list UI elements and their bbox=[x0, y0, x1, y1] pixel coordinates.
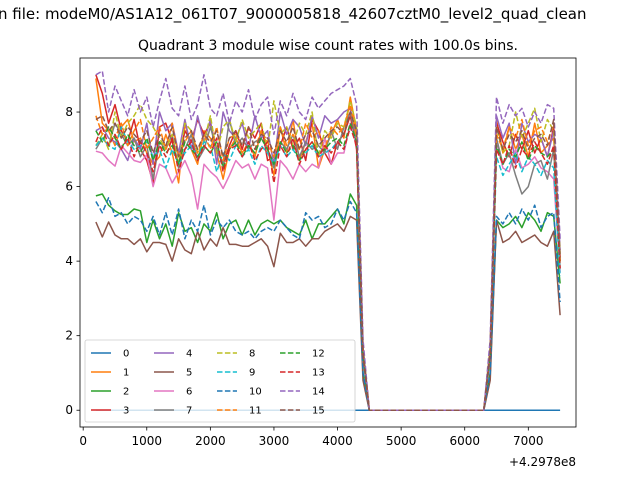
x-tick-label: 5000 bbox=[386, 434, 417, 448]
legend-label-8: 8 bbox=[249, 349, 255, 360]
y-tick-label: 8 bbox=[65, 105, 73, 119]
suptitle-text: n file: modeM0/AS1A12_061T07_9000005818_… bbox=[0, 5, 587, 23]
legend-label-9: 9 bbox=[249, 368, 255, 379]
axes: 0 1000 2000 3000 4000 5000 6000 7000 0 2 4 6 8 bbox=[65, 105, 543, 448]
series-line-15 bbox=[95, 111, 561, 411]
y-tick-label: 4 bbox=[65, 254, 73, 268]
x-tick-label: 7000 bbox=[513, 434, 544, 448]
y-tick-label: 0 bbox=[65, 403, 73, 417]
y-tick-label: 6 bbox=[65, 180, 73, 194]
x-tick-label: 2000 bbox=[195, 434, 226, 448]
legend-label-15: 15 bbox=[312, 406, 325, 417]
x-tick-label: 1000 bbox=[131, 434, 162, 448]
legend-label-7: 7 bbox=[186, 406, 192, 417]
x-tick-label: 0 bbox=[79, 434, 87, 448]
legend-label-11: 11 bbox=[249, 406, 262, 417]
y-tick-label: 2 bbox=[65, 329, 73, 343]
legend-label-2: 2 bbox=[123, 387, 129, 398]
x-tick-label: 3000 bbox=[259, 434, 290, 448]
figure-suptitle: n file: modeM0/AS1A12_061T07_9000005818_… bbox=[0, 5, 640, 27]
legend-label-4: 4 bbox=[186, 349, 192, 360]
legend-label-1: 1 bbox=[123, 368, 129, 379]
legend-label-6: 6 bbox=[186, 387, 192, 398]
legend-label-3: 3 bbox=[123, 406, 129, 417]
x-tick-label: 6000 bbox=[449, 434, 480, 448]
series-lines bbox=[95, 70, 561, 411]
legend-label-14: 14 bbox=[312, 387, 325, 398]
legend-box bbox=[84, 339, 356, 423]
x-offset-label: +4.2978e8 bbox=[509, 455, 576, 469]
chart-title: Quadrant 3 module wise count rates with … bbox=[138, 38, 518, 54]
legend-label-10: 10 bbox=[249, 387, 262, 398]
legend-label-12: 12 bbox=[312, 349, 325, 360]
series-line-12 bbox=[95, 122, 561, 411]
series-line-14 bbox=[95, 70, 561, 411]
legend-label-5: 5 bbox=[186, 368, 192, 379]
plot-frame bbox=[79, 57, 577, 428]
x-tick-label: 4000 bbox=[322, 434, 353, 448]
legend-label-13: 13 bbox=[312, 368, 325, 379]
legend-label-0: 0 bbox=[123, 349, 129, 360]
